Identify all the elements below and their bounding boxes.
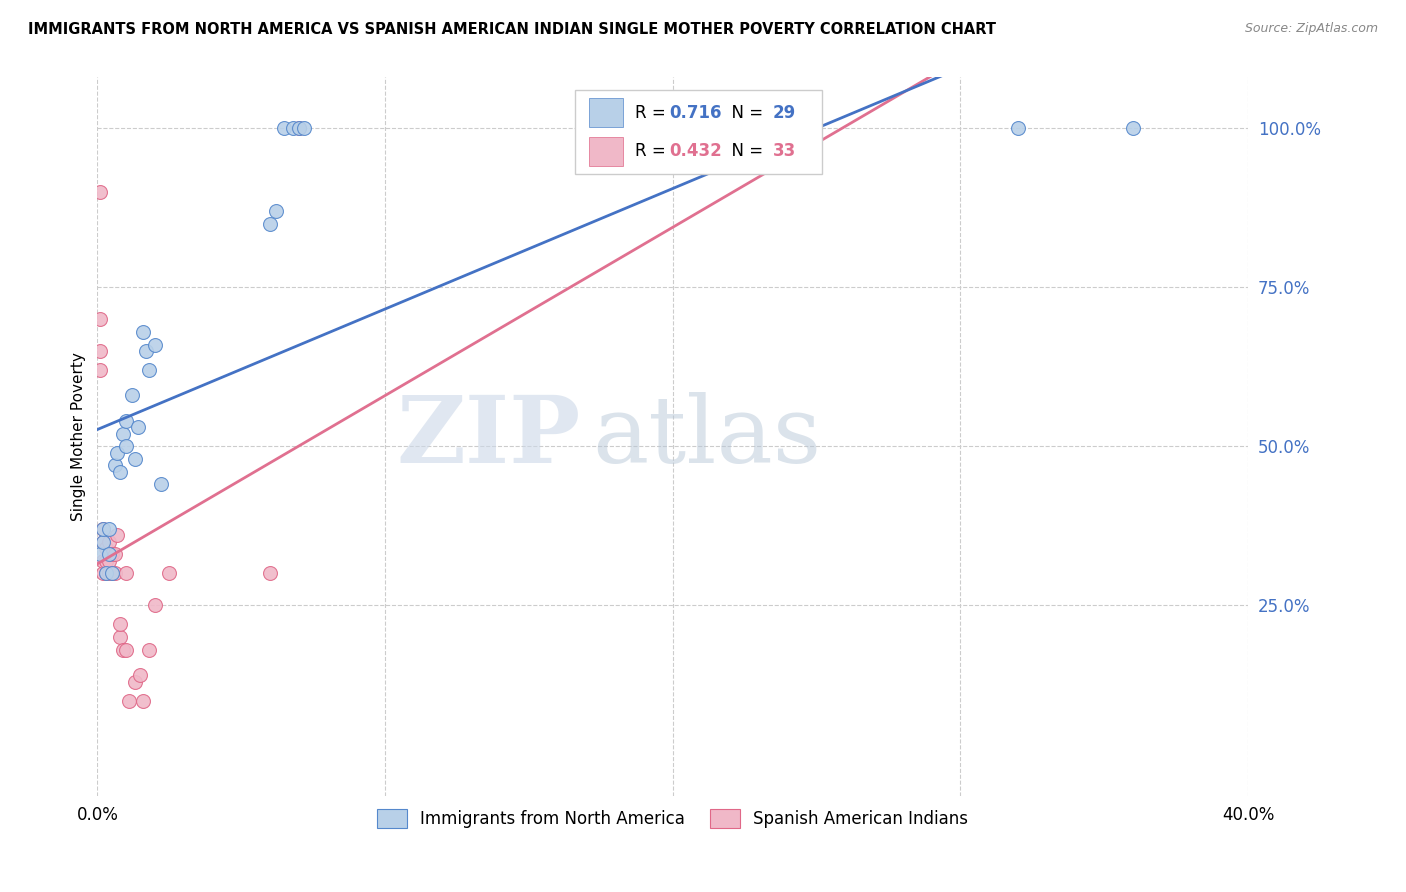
Point (138, 363, 160, 377)
Point (91, 522, 114, 536)
Point (104, 458, 127, 473)
Text: Source: ZipAtlas.com: Source: ZipAtlas.com (1244, 22, 1378, 36)
Point (143, 337, 166, 351)
Point (91, 522, 114, 536)
Point (100, 566, 122, 581)
Point (294, 121, 316, 136)
Point (104, 548, 127, 562)
Point (124, 452, 146, 467)
FancyBboxPatch shape (589, 137, 623, 166)
Point (89, 185, 111, 199)
Point (115, 439, 138, 453)
Point (107, 528, 129, 542)
Point (287, 121, 309, 136)
Point (132, 694, 155, 708)
Point (259, 566, 281, 581)
Text: ZIP: ZIP (396, 392, 581, 482)
Point (89, 343, 111, 358)
Point (94, 566, 117, 581)
Point (112, 642, 135, 657)
Point (110, 630, 132, 644)
Text: N =: N = (721, 143, 768, 161)
Point (121, 388, 143, 402)
Point (129, 668, 152, 682)
Text: atlas: atlas (592, 392, 821, 482)
Point (135, 343, 157, 358)
Point (94, 554, 117, 568)
FancyBboxPatch shape (575, 90, 823, 175)
Point (110, 617, 132, 632)
Point (94, 541, 117, 555)
Point (91, 534, 114, 549)
Point (97, 548, 120, 562)
Point (89, 548, 111, 562)
Point (124, 674, 146, 689)
Point (104, 566, 127, 581)
Point (127, 420, 149, 434)
Point (91, 566, 114, 581)
Point (1122, 121, 1144, 136)
Text: R =: R = (634, 143, 671, 161)
Point (100, 548, 122, 562)
Point (100, 566, 122, 581)
Point (91, 534, 114, 549)
Point (107, 445, 129, 459)
Y-axis label: Single Mother Poverty: Single Mother Poverty (72, 352, 86, 521)
Text: 0.716: 0.716 (669, 103, 721, 121)
Text: N =: N = (721, 103, 768, 121)
Text: 29: 29 (773, 103, 796, 121)
Point (157, 566, 180, 581)
Point (115, 566, 138, 581)
Point (91, 554, 114, 568)
Point (281, 121, 304, 136)
Point (97, 566, 120, 581)
Point (149, 477, 172, 491)
Point (1007, 121, 1029, 136)
Point (264, 204, 287, 219)
Legend: Immigrants from North America, Spanish American Indians: Immigrants from North America, Spanish A… (370, 802, 976, 835)
Point (97, 554, 120, 568)
Point (97, 522, 120, 536)
Point (273, 121, 295, 136)
Point (138, 642, 160, 657)
Point (89, 312, 111, 326)
Point (259, 217, 281, 231)
Point (97, 534, 120, 549)
Point (132, 325, 155, 339)
FancyBboxPatch shape (589, 98, 623, 127)
Point (112, 426, 135, 441)
Text: 33: 33 (773, 143, 796, 161)
Text: 0.432: 0.432 (669, 143, 721, 161)
Point (118, 694, 141, 708)
Point (89, 363, 111, 377)
Text: R =: R = (634, 103, 671, 121)
Point (110, 465, 132, 479)
Point (143, 599, 166, 613)
Point (94, 566, 117, 581)
Point (115, 642, 138, 657)
Point (115, 414, 138, 428)
Text: IMMIGRANTS FROM NORTH AMERICA VS SPANISH AMERICAN INDIAN SINGLE MOTHER POVERTY C: IMMIGRANTS FROM NORTH AMERICA VS SPANISH… (28, 22, 995, 37)
Point (287, 121, 309, 136)
